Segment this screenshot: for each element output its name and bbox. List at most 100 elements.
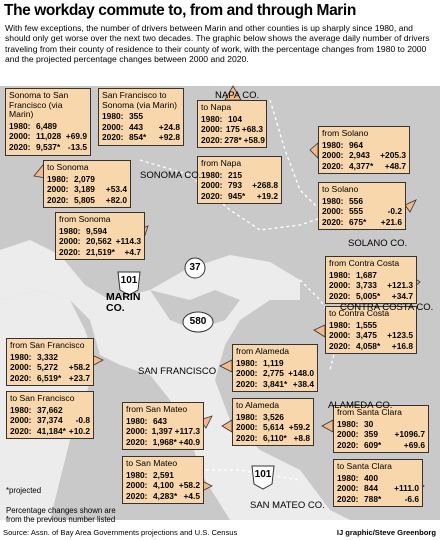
count: 2,943: [349, 150, 370, 161]
peninsula: [150, 290, 240, 330]
count: 5,614: [263, 422, 284, 433]
count: 6,489: [36, 120, 57, 131]
route-row: 1980: 1,119: [236, 358, 314, 369]
route-box: from San Mateo 1980: 643 2000: 1,397 +117.3 20…: [122, 402, 204, 451]
route-title: to Contra Costa: [329, 308, 390, 318]
count: 5,272: [37, 362, 58, 373]
change: +205.3: [380, 150, 406, 161]
count: 793: [228, 180, 242, 191]
count: 175: [225, 124, 240, 135]
county-label: SONOMA CO.: [140, 170, 202, 181]
change: +4.7: [124, 246, 141, 257]
route-row: 2000: 555 -0.2: [322, 206, 402, 217]
year-label: 2000:: [10, 415, 32, 426]
count: 9,594: [86, 225, 107, 236]
year-label: 2000:: [9, 131, 31, 142]
count: 4,377*: [349, 160, 374, 171]
year-label: 2000:: [322, 206, 344, 217]
year-label: 2000:: [10, 362, 32, 373]
route-row: 2020: 945* +19.2: [201, 191, 278, 202]
count: 400: [364, 472, 378, 483]
year-label: 2020:: [329, 290, 351, 301]
route-row: 2000: 2,775 +148.0: [236, 368, 314, 379]
route-title: to Solano: [322, 184, 359, 194]
year-label: 2020:: [329, 340, 351, 351]
year-label: 2000:: [322, 150, 344, 161]
count: 2,775: [263, 368, 284, 379]
year-label: 1980:: [59, 225, 81, 236]
change: +82.0: [105, 194, 127, 205]
change: +123.5: [387, 330, 413, 341]
route-title: from San Mateo: [126, 404, 188, 414]
route-row: 1980: 3,332: [10, 352, 90, 363]
route-row: 2020: 4,283* +4.5: [126, 491, 200, 502]
route-row: 1980: 30: [337, 419, 425, 430]
route-row: 2020: 788* -6.6: [337, 494, 419, 505]
count: 854*: [129, 132, 147, 143]
county-label: NAPA CO.: [215, 90, 260, 101]
change: +8.8: [293, 432, 310, 443]
year-label: 2020:: [102, 132, 124, 143]
route-title: to San Francisco: [10, 393, 75, 403]
footnote-note: Percentage changes shown are from the pr…: [6, 505, 116, 525]
count: 1,555: [356, 319, 377, 330]
footnote-projected: *projected: [6, 486, 42, 495]
count: 4,283*: [153, 490, 178, 501]
route-box: to Napa 1980: 104 2000: 175 +68.3 2020: 278* +58…: [197, 100, 267, 149]
year-label: 2000:: [236, 368, 258, 379]
count: 3,189: [74, 184, 95, 195]
route-title: to Sonoma: [47, 162, 89, 172]
route-row: 2000: 3,475 +123.5: [329, 330, 413, 341]
count: 555: [349, 206, 363, 217]
count: 643: [153, 415, 167, 426]
year-label: 1980:: [322, 139, 344, 150]
year-label: 2020:: [126, 490, 148, 501]
count: 6,519*: [37, 372, 62, 383]
intro: With few exceptions, the number of drive…: [5, 23, 430, 65]
year-label: 1980:: [126, 469, 148, 480]
year-label: 1980:: [201, 169, 223, 180]
route-row: 2000: 3,733 +121.3: [329, 280, 413, 291]
year-label: 1980:: [322, 195, 344, 206]
route-row: 2000: 175 +68.3: [201, 124, 263, 135]
route-row: 1980: 1,687: [329, 270, 413, 281]
count: 6,110*: [263, 432, 287, 443]
change: +58.9: [243, 134, 265, 145]
year-label: 2000:: [201, 180, 223, 191]
count: 11,028: [36, 131, 62, 142]
year-label: 2000:: [236, 422, 258, 433]
route-row: 2020: 6,519* +23.7: [10, 373, 90, 384]
bay-water: [0, 240, 350, 520]
count: 37,374: [37, 415, 63, 426]
change: +53.4: [105, 184, 127, 195]
year-label: 2020:: [201, 134, 223, 145]
year-label: 1980:: [10, 404, 32, 415]
count: 104: [228, 113, 242, 124]
year-label: 2020:: [201, 190, 223, 201]
change: +69.6: [403, 439, 425, 450]
year-label: 2020:: [236, 378, 258, 389]
change: +121.3: [387, 280, 413, 291]
county-label: SAN MATEO CO.: [250, 500, 325, 511]
route-row: 2000: 2,943 +205.3: [322, 150, 406, 161]
year-label: 1980:: [337, 418, 359, 429]
route-row: 2000: 793 +268.8: [201, 180, 278, 191]
route-row: 1980: 3,526: [236, 412, 310, 423]
county-label: CONTRA COSTA CO.: [340, 302, 434, 313]
route-box: from Solano 1980: 964 2000: 2,943 +205.3 2020:…: [318, 126, 410, 175]
route-row: 2020: 3,841* +38.4: [236, 379, 314, 390]
route-row: 2020: 5,805 +82.0: [47, 195, 127, 206]
route-title: to Napa: [201, 102, 232, 112]
route-row: 1980: 6,489: [9, 121, 87, 132]
change: +92.8: [158, 132, 180, 143]
change: +23.7: [68, 372, 90, 383]
route-row: 1980: 1,555: [329, 320, 413, 331]
credit: IJ graphic/Steve Greenborg: [336, 528, 436, 537]
year-label: 2000:: [201, 124, 223, 135]
highway-number: 101: [120, 275, 138, 286]
count: 355: [129, 111, 143, 122]
route-box: from San Francisco 1980: 3,332 2000: 5,272 +5…: [6, 338, 94, 387]
year-label: 1980:: [329, 269, 351, 280]
year-label: 2000:: [329, 280, 351, 291]
